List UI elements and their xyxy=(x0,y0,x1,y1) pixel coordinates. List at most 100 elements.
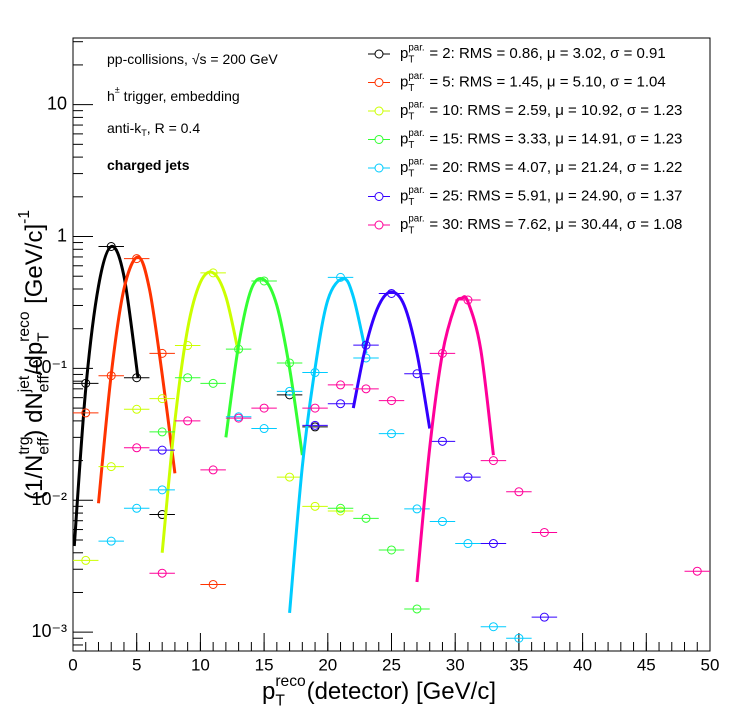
data-point xyxy=(463,472,473,482)
text-part: p xyxy=(262,678,275,705)
rich-text: ppar.T​ = 30: RMS = 7.62, μ = 30.44, σ =… xyxy=(400,213,682,236)
x-tick-label: 30 xyxy=(446,655,465,674)
subscript: T xyxy=(36,332,53,342)
rich-text: anti-kT​, R = 0.4 xyxy=(107,120,200,139)
data-point xyxy=(488,539,498,549)
text-part: , R = 0.4 xyxy=(147,120,201,136)
data-point xyxy=(157,485,167,495)
data-point xyxy=(183,416,193,426)
data-point xyxy=(259,424,269,434)
rich-text: ppar.T​ = 15: RMS = 3.33, μ = 14.91, σ =… xyxy=(400,127,682,150)
x-tick-label: 40 xyxy=(573,655,592,674)
subscript: T xyxy=(275,693,285,710)
data-point xyxy=(285,386,295,396)
text-part: anti-k xyxy=(107,120,142,136)
data-point xyxy=(387,545,396,555)
data-point xyxy=(387,429,396,439)
legend-label: = 10: RMS = 2.59, μ = 10.92, σ = 1.23 xyxy=(425,102,682,119)
superscript: trg xyxy=(16,436,33,454)
x-tick-label: 15 xyxy=(255,655,274,674)
fit-curve xyxy=(415,295,495,583)
data-point xyxy=(285,472,295,482)
legend-marker xyxy=(374,106,384,116)
data-point xyxy=(106,462,116,472)
data-point xyxy=(157,427,167,437)
subscript: eff xyxy=(36,375,53,393)
y-tick-label: 10⁻² xyxy=(31,489,67,509)
fit-curve xyxy=(160,270,241,553)
text-part: p xyxy=(400,45,408,62)
rich-text: ppar.T​ = 5: RMS = 1.45, μ = 5.10, σ = 1… xyxy=(400,70,666,93)
data-point xyxy=(208,465,218,475)
text-part: (1/N xyxy=(21,455,48,500)
rich-text: ppar.T​ = 20: RMS = 4.07, μ = 21.24, σ =… xyxy=(400,156,682,179)
x-tick-label: 5 xyxy=(132,655,141,674)
text-part: p xyxy=(400,102,408,119)
rich-text: pp-collisions, √s = 200 GeV xyxy=(107,51,278,67)
text-part: pp-collisions, √s = 200 GeV xyxy=(107,51,278,67)
text-part: ) dN xyxy=(21,392,48,437)
legend-marker xyxy=(374,78,384,87)
x-tick-label: 35 xyxy=(509,655,528,674)
subscript: T xyxy=(408,225,414,236)
data-point xyxy=(208,378,218,388)
subscript: T xyxy=(408,82,414,93)
rich-text: ppar.T​ = 2: RMS = 0.86, μ = 3.02, σ = 0… xyxy=(400,42,666,65)
data-point xyxy=(488,622,498,632)
legend-label: = 2: RMS = 0.86, μ = 3.02, σ = 0.91 xyxy=(425,45,666,62)
text-part: p xyxy=(400,73,408,90)
data-point xyxy=(234,413,244,423)
data-point xyxy=(310,420,320,430)
legend-marker xyxy=(374,135,384,144)
x-tick-label: 0 xyxy=(68,655,77,674)
text-part: p xyxy=(400,130,408,147)
fit-curve xyxy=(351,290,432,429)
data-point xyxy=(132,503,142,513)
data-point xyxy=(412,504,422,514)
rich-text: ppar.T​ = 25: RMS = 5.91, μ = 24.90, σ =… xyxy=(400,184,682,207)
data-point xyxy=(336,506,346,516)
subscript: T xyxy=(408,196,414,207)
superscript: -1 xyxy=(16,210,33,224)
superscript: par. xyxy=(408,127,424,138)
superscript: par. xyxy=(408,99,424,110)
data-point xyxy=(463,539,473,549)
legend-label: = 30: RMS = 7.62, μ = 30.44, σ = 1.08 xyxy=(425,216,682,233)
data-point xyxy=(387,396,396,406)
rich-text: charged jets xyxy=(107,157,190,173)
data-point xyxy=(437,436,447,446)
text-part: trigger, embedding xyxy=(120,88,240,104)
legend-marker xyxy=(374,49,384,59)
data-point xyxy=(157,568,167,578)
fit-curve xyxy=(224,277,304,456)
x-tick-label: 20 xyxy=(318,655,337,674)
rich-text: ppar.T​ = 10: RMS = 2.59, μ = 10.92, σ =… xyxy=(400,99,682,122)
superscript: par. xyxy=(408,156,424,167)
subscript: T xyxy=(408,54,414,65)
data-point xyxy=(132,443,142,453)
x-tick-label: 45 xyxy=(637,655,656,674)
superscript: reco xyxy=(16,311,33,342)
data-point xyxy=(81,555,91,565)
rich-text: h±​ trigger, embedding xyxy=(107,85,240,104)
data-point xyxy=(692,566,702,576)
text-part: p xyxy=(400,216,408,233)
data-point xyxy=(361,513,371,523)
data-point xyxy=(106,536,116,546)
subscript: T xyxy=(408,111,414,122)
x-tick-label: 10 xyxy=(191,655,210,674)
legend-marker xyxy=(374,163,384,173)
data-point xyxy=(81,408,91,418)
data-point xyxy=(157,445,167,455)
legend-label: = 5: RMS = 1.45, μ = 5.10, σ = 1.04 xyxy=(425,73,666,90)
fit-curve xyxy=(96,255,177,504)
data-point xyxy=(336,380,346,390)
subscript: T xyxy=(408,139,414,150)
data-point xyxy=(132,404,142,414)
superscript: par. xyxy=(408,70,424,81)
text-part: p xyxy=(400,187,408,204)
x-tick-label: 25 xyxy=(382,655,401,674)
superscript: par. xyxy=(408,213,424,224)
